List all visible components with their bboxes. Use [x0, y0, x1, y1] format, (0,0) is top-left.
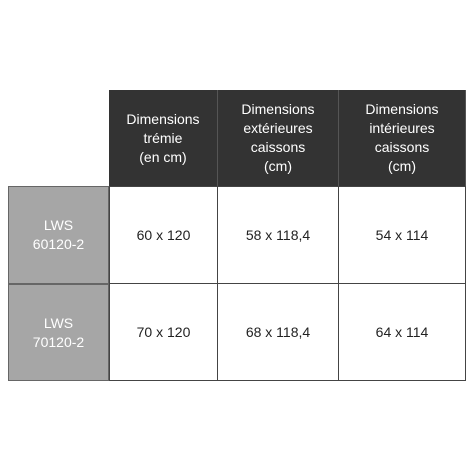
- cell-text: 60120-2: [32, 236, 85, 252]
- data-cell: 64 x 114: [338, 283, 466, 381]
- cell-text: 70120-2: [32, 333, 85, 350]
- data-cell: 54 x 114: [338, 186, 466, 284]
- cell-text: (en cm): [139, 148, 187, 165]
- cell-text: Dimensions: [241, 101, 315, 117]
- data-cell: 60 x 120: [109, 186, 218, 284]
- cell-text: caissons: [250, 139, 306, 155]
- header-cell: Dimensions extérieures caissons (cm): [218, 90, 339, 186]
- header-cell: Dimensions intérieures caissons (cm): [339, 90, 466, 186]
- cell-text: 58 x 118,4: [245, 226, 311, 243]
- cell-text: 64 x 114: [375, 323, 429, 340]
- cell-text: (cm): [264, 158, 292, 174]
- cell-text: 54 x 114: [375, 226, 429, 243]
- data-cell: 58 x 118,4: [217, 186, 339, 284]
- cell-text: intérieures: [369, 120, 435, 136]
- cell-text: Dimensions: [126, 110, 200, 127]
- cell-text: extérieures: [243, 120, 313, 136]
- row-header-cell: LWS 70120-2: [8, 284, 109, 381]
- cell-text: LWS: [43, 314, 74, 331]
- row-header-cell: LWS 60120-2: [8, 186, 109, 284]
- header-cell: Dimensions trémie (en cm): [109, 90, 218, 186]
- cell-text: 70 x 120: [136, 323, 191, 340]
- cell-text: trémie: [143, 129, 183, 146]
- cell-text: 60 x 120: [136, 226, 191, 243]
- data-cell: 68 x 118,4: [217, 283, 339, 381]
- cell-text: (cm): [388, 158, 416, 174]
- cell-text: 68 x 118,4: [245, 323, 311, 340]
- data-cell: 70 x 120: [109, 283, 218, 381]
- cell-text: LWS: [43, 217, 74, 233]
- cell-text: caissons: [374, 139, 430, 155]
- cell-text: Dimensions: [365, 101, 439, 117]
